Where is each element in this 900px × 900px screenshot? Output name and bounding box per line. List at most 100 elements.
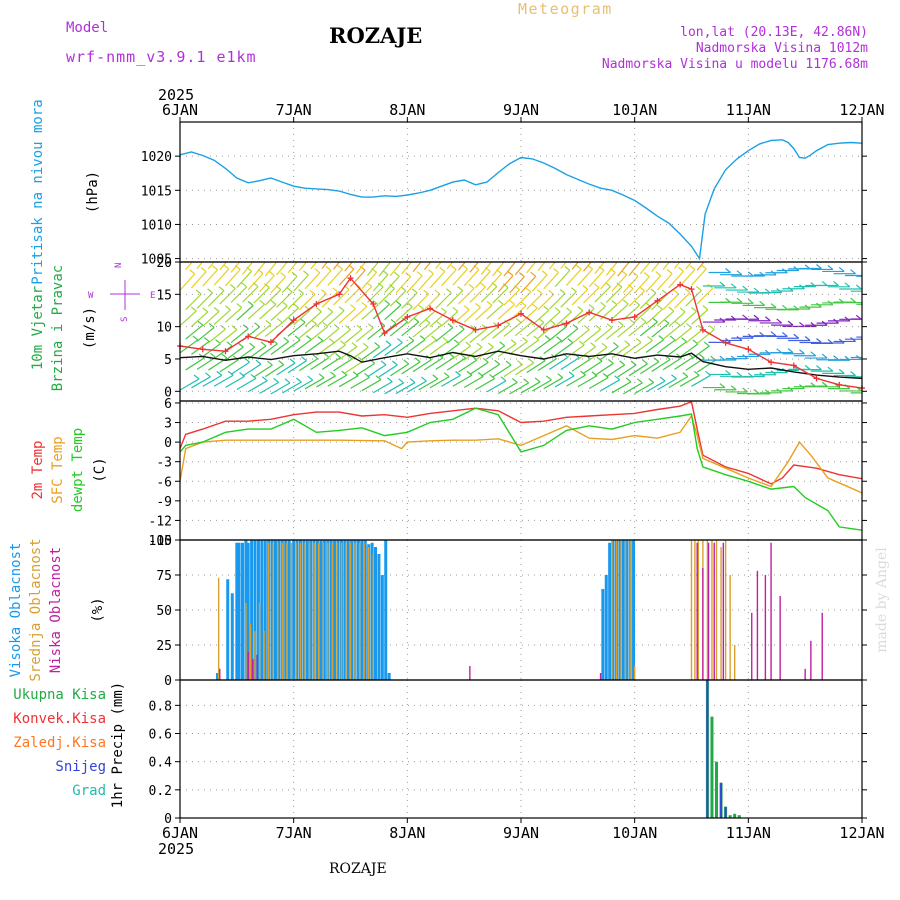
wind-barb-head — [636, 378, 643, 384]
wind-barb — [333, 289, 350, 306]
wind-barb — [691, 374, 711, 387]
gust-marker — [222, 348, 229, 355]
wind-barb — [560, 291, 577, 308]
wind-barb-head — [578, 340, 585, 346]
wind-barb — [679, 269, 696, 287]
wind-barb — [424, 357, 444, 371]
wind-barb-head — [873, 373, 878, 377]
wind-barb — [611, 274, 628, 292]
wind-barb-head — [218, 286, 225, 292]
wind-barb — [180, 378, 200, 391]
wind-barb — [446, 262, 454, 270]
gust-marker — [813, 375, 820, 382]
wind-barb-head — [294, 335, 301, 341]
wind-barb — [622, 341, 642, 356]
wind-barb — [674, 292, 691, 309]
wind-barb — [350, 269, 366, 288]
wind-barb — [372, 344, 392, 359]
wind-barb-head — [225, 305, 231, 311]
wind-barb-head — [494, 359, 501, 365]
gust-marker — [722, 339, 729, 346]
wind-barb-head — [247, 301, 254, 306]
x-tick-label-top: 8JAN — [389, 101, 425, 119]
wind-barb-head — [322, 321, 329, 327]
wind-barb — [316, 375, 336, 388]
wind-barb-head — [681, 337, 687, 343]
wind-barb — [458, 262, 466, 271]
wind-barb-head — [236, 303, 243, 309]
precip-legend-entry: Ukupna Kisa — [13, 687, 106, 703]
wind-barb-head — [354, 250, 359, 254]
wind-barb-head — [263, 255, 268, 259]
wind-barb — [321, 291, 339, 308]
wind-barb — [202, 374, 223, 387]
wind-barb — [617, 364, 637, 378]
wind-barb — [639, 321, 658, 337]
wind-barb-head — [868, 287, 873, 291]
wind-barb-head — [566, 307, 572, 313]
wind-barb — [532, 339, 551, 354]
x-tick-label-bottom: 12JAN — [839, 824, 884, 842]
y-tick-label: 1015 — [141, 184, 172, 199]
wind-barb — [259, 381, 279, 394]
wind-barb-head — [844, 282, 851, 288]
wind-barb — [281, 339, 301, 354]
wind-barb — [401, 262, 413, 275]
watermark-text: made by Angel — [874, 547, 890, 653]
wind-barb-head — [855, 284, 862, 290]
wind-barb — [668, 376, 689, 389]
wind-barb-head — [436, 320, 442, 326]
wind-barb — [554, 375, 575, 388]
wind-barb — [566, 268, 582, 286]
wind-barb — [429, 271, 446, 289]
wind-barb-head — [442, 337, 449, 343]
wind-barb-head — [285, 254, 290, 258]
wind-barb-head — [770, 303, 777, 309]
precip-label: 1hr Precip (mm) — [110, 682, 126, 808]
wind-barb-head — [770, 331, 777, 337]
wind-barb — [310, 325, 329, 341]
wind-barb-head — [764, 316, 771, 322]
wind-barb — [299, 358, 319, 372]
wind-barb — [180, 339, 199, 354]
wind-barb-head — [458, 324, 465, 330]
wind-barb-head — [325, 266, 332, 271]
wind-barb — [389, 290, 407, 307]
wind-barb — [662, 262, 671, 270]
wind-barb-head — [674, 320, 681, 326]
precip-legend-entry: Snijeg — [55, 759, 106, 775]
wind-barb — [355, 262, 367, 274]
wind-barb-head — [518, 272, 525, 278]
wind-barb-head — [332, 287, 339, 293]
x-tick-label-top: 7JAN — [276, 101, 312, 119]
wind-barb-head — [476, 342, 483, 348]
wind-barb — [281, 307, 300, 324]
wind-barb — [446, 290, 464, 307]
wind-barb — [196, 262, 204, 269]
wind-barb — [622, 382, 643, 395]
gust-marker — [313, 301, 320, 308]
wind-barb — [645, 339, 665, 354]
gust-marker — [836, 381, 843, 388]
wind-barb-head — [719, 281, 726, 287]
wind-barb-head — [193, 374, 200, 380]
wind-barb-head — [298, 289, 304, 295]
wind-barb — [253, 324, 272, 339]
wind-barb — [674, 356, 694, 370]
wind-barb — [594, 327, 613, 343]
compass-north: N — [114, 263, 124, 268]
wind-barb-head — [463, 305, 470, 311]
wind-barb-head — [548, 289, 554, 295]
wind-barb — [514, 321, 533, 337]
wind-barb-head — [816, 338, 822, 343]
wind-barb-head — [725, 369, 731, 375]
wind-barb — [458, 287, 475, 305]
wind-barb-head — [604, 252, 609, 256]
wind-barb-head — [583, 325, 590, 331]
y-tick-label: 0 — [164, 385, 172, 400]
wind-barb — [242, 262, 254, 275]
wind-barb-head — [408, 336, 415, 342]
wind-barb-head — [346, 354, 353, 360]
wind-barb — [480, 262, 493, 275]
wind-barb — [679, 374, 700, 387]
